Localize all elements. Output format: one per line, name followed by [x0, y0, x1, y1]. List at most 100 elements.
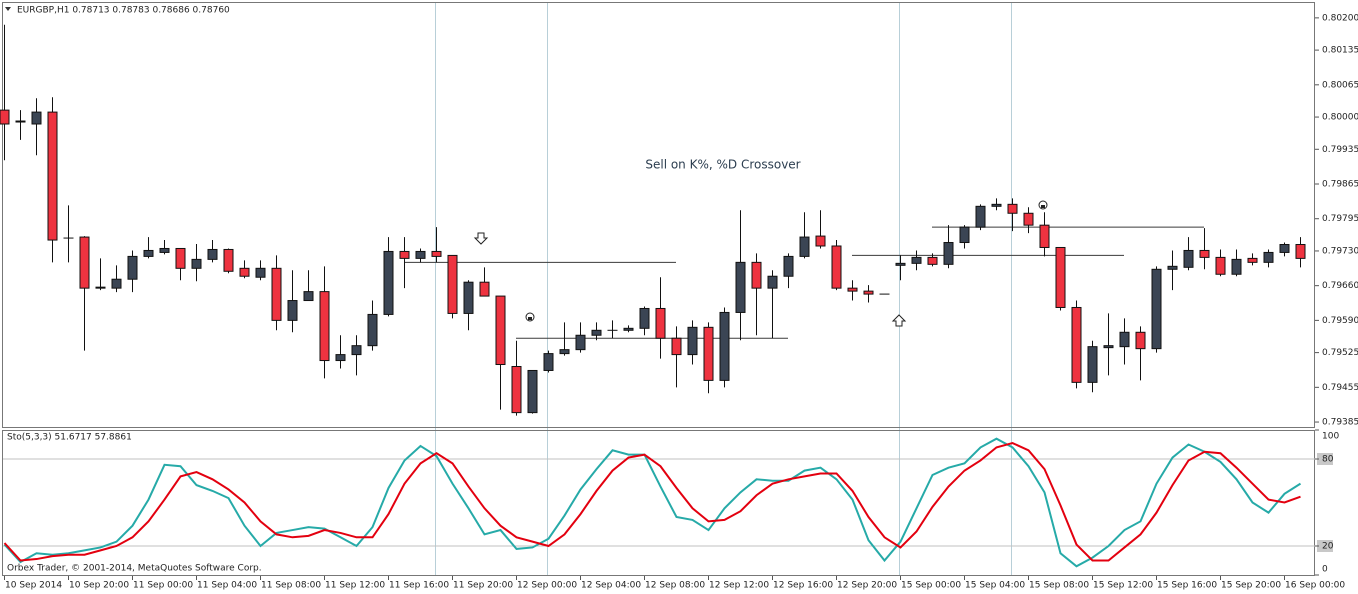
x-tick-label: 15 Sep 04:00 — [965, 581, 1025, 591]
candle — [1279, 242, 1290, 257]
candle-body — [767, 275, 778, 289]
candle-body — [223, 248, 234, 272]
candle-body — [383, 250, 394, 315]
candle-body — [479, 281, 490, 297]
y-tick-label: 0.79660 — [1322, 281, 1358, 291]
candle — [687, 320, 698, 365]
x-tick-label: 12 Sep 16:00 — [773, 581, 833, 591]
candle-body — [911, 256, 922, 264]
y-tick-label: 0.80065 — [1322, 80, 1358, 90]
x-tick-label: 15 Sep 12:00 — [1093, 581, 1153, 591]
candle — [639, 306, 650, 336]
candle-body — [1055, 246, 1066, 308]
candle — [655, 277, 666, 359]
stoch-line — [3, 437, 1302, 568]
candle — [111, 265, 122, 293]
candle-body — [543, 353, 554, 371]
candle-body — [591, 329, 602, 336]
candle — [719, 307, 730, 388]
candle-body — [623, 327, 634, 331]
candle — [1087, 340, 1098, 393]
candle — [367, 300, 378, 351]
x-tick-label: 11 Sep 12:00 — [325, 581, 385, 591]
candle — [95, 258, 106, 291]
y-tick-box — [1317, 453, 1333, 465]
candle — [63, 205, 74, 263]
candle-body — [271, 267, 282, 321]
candle-body — [847, 287, 858, 292]
thumb-icon — [1038, 200, 1048, 210]
y-tick-label: 0.79935 — [1322, 145, 1358, 155]
candle-body — [255, 267, 266, 278]
candle — [351, 335, 362, 376]
candle-body — [399, 250, 410, 259]
candle — [463, 280, 474, 331]
candle — [751, 253, 762, 336]
footer: Orbex Trader, © 2001-2014, MetaQuotes So… — [7, 564, 262, 574]
stoch-title: Sto(5,3,3) 51.6717 57.8861 — [7, 433, 132, 443]
candle-body — [431, 250, 442, 257]
candle-body — [303, 291, 314, 302]
candle — [303, 270, 314, 302]
candle-body — [47, 111, 58, 241]
candle-body — [975, 205, 986, 228]
candle-body — [1199, 249, 1210, 258]
y-tick-label: 0.79455 — [1322, 383, 1358, 393]
candle-body — [1103, 345, 1114, 349]
candle-body — [351, 345, 362, 356]
candle — [383, 237, 394, 317]
candle-body — [815, 235, 826, 247]
candle — [1071, 300, 1082, 389]
candle-body — [79, 236, 90, 289]
candle — [1231, 249, 1242, 277]
candle — [1215, 249, 1226, 277]
candle-body — [991, 203, 1002, 207]
x-tick-label: 11 Sep 08:00 — [261, 581, 321, 591]
candle-body — [111, 278, 122, 289]
y-tick-label: 0.79385 — [1322, 418, 1358, 428]
candle-body — [495, 295, 506, 366]
candle-body — [1087, 346, 1098, 383]
candle — [319, 266, 330, 379]
candle — [79, 236, 90, 351]
candle — [799, 212, 810, 259]
candle-body — [671, 337, 682, 356]
candle-body — [0, 109, 10, 125]
candle — [1007, 198, 1018, 232]
candle-body — [1279, 244, 1290, 253]
candle-body — [447, 254, 458, 314]
x-tick-label: 10 Sep 20:00 — [69, 581, 129, 591]
candle — [207, 240, 218, 263]
candle — [623, 325, 634, 333]
candle-body — [95, 286, 106, 289]
x-tick-label: 15 Sep 00:00 — [901, 581, 961, 591]
candle — [607, 320, 618, 339]
candle-body — [735, 261, 746, 313]
candle — [1247, 253, 1258, 266]
buy-arrow — [891, 314, 907, 327]
y-tick-label: 0.80000 — [1322, 113, 1358, 123]
candle-body — [335, 354, 346, 362]
candle-body — [319, 291, 330, 362]
candle — [511, 340, 522, 416]
candle-body — [719, 311, 730, 381]
candle — [975, 204, 986, 231]
annotation: Sell on K%, %D Crossover — [645, 158, 800, 172]
y-tick-label: 0.79590 — [1322, 316, 1358, 326]
candle-body — [575, 334, 586, 351]
candle — [1023, 207, 1034, 234]
candle-body — [1247, 257, 1258, 263]
y-tick-label: 0.79730 — [1322, 246, 1358, 256]
candle-body — [783, 255, 794, 277]
candle — [895, 255, 906, 281]
candle — [431, 227, 442, 263]
candle-body — [1183, 249, 1194, 268]
candle-body — [175, 247, 186, 269]
y-tick-label: 0.79865 — [1322, 180, 1358, 190]
candle-body — [1135, 331, 1146, 350]
candle-body — [527, 369, 538, 414]
y-tick-label: 20 — [1322, 542, 1334, 552]
candle — [1183, 237, 1194, 271]
candle-body — [1119, 331, 1130, 348]
candle — [159, 240, 170, 255]
